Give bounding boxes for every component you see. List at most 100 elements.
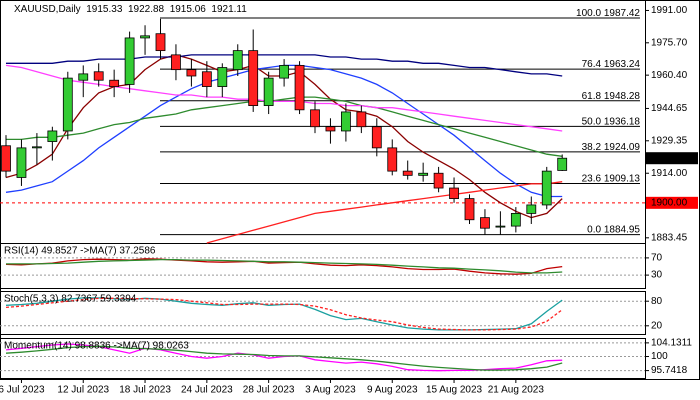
fib-label: 50.0 1936.18 — [582, 116, 641, 127]
chart-title: XAUUSD,Daily 1915.33 1922.88 1915.06 192… — [14, 4, 247, 15]
x-tick-label: 6 Jul 2023 — [0, 385, 45, 396]
candle-body — [464, 198, 475, 221]
fib-value: 1963.24 — [604, 59, 641, 70]
candle-body — [16, 147, 27, 178]
indicator-line — [5, 297, 563, 331]
candle-body — [510, 213, 521, 227]
y-tick-label: 1944.65 — [651, 103, 688, 114]
fib-level: 50.0 — [582, 116, 602, 127]
fib-value: 1987.42 — [604, 8, 641, 19]
fib-label: 76.4 1963.24 — [582, 59, 641, 70]
candle-body — [124, 37, 135, 85]
candle-body — [526, 204, 537, 214]
current-price: 1921.11 — [651, 153, 687, 164]
symbol: XAUUSD,Daily — [14, 4, 81, 15]
price-label-box — [646, 196, 698, 209]
y-tick-label: 30 — [651, 270, 663, 281]
indicator-title: Momentum(14) 98.8836 ->MA(7) 98.0263 — [4, 341, 189, 352]
candle-body — [155, 33, 166, 52]
candle-body — [62, 77, 73, 132]
ohlc-open: 1915.33 — [86, 4, 123, 15]
candle-body — [78, 73, 89, 81]
candle-body — [232, 50, 243, 71]
candle-body — [1, 145, 11, 172]
fib-level: 61.8 — [582, 90, 602, 101]
ohlc-close: 1921.11 — [211, 4, 247, 15]
candle-body — [495, 225, 506, 228]
y-tick-label: 20 — [651, 320, 663, 331]
fib-label: 23.6 1909.13 — [582, 173, 641, 184]
moving-average — [6, 96, 563, 157]
fib-label: 100.0 1987.42 — [576, 8, 640, 19]
candle-body — [201, 71, 212, 87]
candle-body — [171, 54, 181, 71]
candle-body — [186, 69, 197, 77]
candle-body — [325, 126, 336, 132]
candle-body — [433, 172, 444, 189]
fib-level: 23.6 — [582, 173, 602, 184]
x-tick-label: 28 Jul 2023 — [243, 385, 295, 396]
candle-body — [294, 65, 305, 111]
indicator-title: RSI(14) 49.8527 ->MA(7) 37.2586 — [4, 246, 156, 257]
candle-body — [557, 157, 568, 171]
y-tick-label: 1960.40 — [651, 70, 688, 81]
candle-body — [47, 130, 58, 142]
candle-body — [387, 147, 398, 172]
fib-label: 61.8 1948.28 — [582, 90, 641, 101]
candle-body — [263, 77, 274, 106]
current-price-box — [646, 152, 698, 165]
fib-label: 0.0 1884.95 — [587, 224, 640, 235]
y-tick-label: 80 — [651, 296, 663, 307]
candle-body — [371, 126, 382, 149]
candle-body — [217, 67, 228, 87]
fib-label: 38.2 1924.09 — [582, 142, 641, 153]
fib-value: 1909.13 — [604, 173, 641, 184]
indicator-line — [6, 258, 563, 274]
x-tick-label: 12 Jul 2023 — [57, 385, 109, 396]
candle-body — [541, 170, 552, 206]
fib-level: 0.0 — [587, 224, 601, 235]
candle-body — [340, 111, 351, 132]
moving-average — [6, 54, 563, 77]
fib-level: 38.2 — [582, 142, 602, 153]
candle-body — [480, 217, 490, 229]
y-tick-label: 1991.00 — [651, 5, 688, 16]
indicator-line — [5, 345, 563, 371]
indicator-line — [5, 258, 563, 275]
candle-body — [32, 146, 42, 149]
x-tick-label: 9 Aug 2023 — [367, 385, 418, 396]
candle-body — [109, 79, 120, 87]
y-tick-label: 104.1311 — [651, 338, 692, 349]
candle-body — [402, 170, 413, 176]
x-tick-label: 15 Aug 2023 — [426, 385, 483, 396]
y-tick-label: 95.7418 — [651, 365, 688, 376]
fib-level: 76.4 — [582, 59, 602, 70]
fib-value: 1936.18 — [604, 116, 641, 127]
x-tick-label: 18 Jul 2023 — [119, 385, 171, 396]
x-tick-label: 3 Aug 2023 — [305, 385, 356, 396]
y-tick-label: 100 — [651, 351, 668, 362]
x-tick-label: 21 Aug 2023 — [488, 385, 545, 396]
candle-body — [248, 50, 259, 106]
indicator-title: Stoch(5,3,3) 82.7367 59.3394 — [4, 294, 137, 305]
x-tick-label: 24 Jul 2023 — [181, 385, 233, 396]
candle-body — [356, 111, 367, 128]
ohlc-high: 1922.88 — [128, 4, 165, 15]
candle-body — [140, 35, 150, 39]
y-tick-label: 1883.45 — [651, 232, 688, 243]
candle-body — [449, 187, 459, 200]
candle-body — [93, 71, 104, 81]
y-tick-label: 1914.00 — [651, 168, 688, 179]
y-tick-label: 1929.35 — [651, 135, 688, 146]
candle-body — [279, 65, 290, 79]
candle-body — [310, 109, 320, 128]
y-tick-label: 1975.70 — [651, 37, 688, 48]
moving-average — [206, 181, 563, 244]
fib-value: 1884.95 — [604, 224, 641, 235]
price-label: 1900.00 — [651, 197, 688, 208]
fib-level: 100.0 — [576, 8, 601, 19]
fib-value: 1948.28 — [604, 90, 641, 101]
fib-value: 1924.09 — [604, 142, 641, 153]
